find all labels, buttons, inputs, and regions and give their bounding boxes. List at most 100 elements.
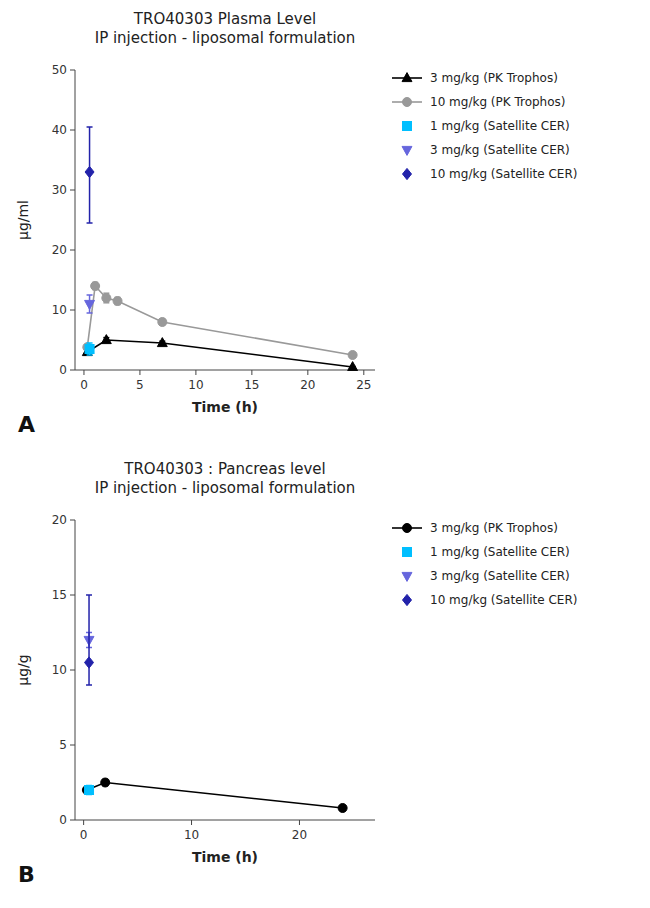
x-tick	[251, 370, 252, 375]
y-tick-label: 10	[52, 663, 67, 677]
x-tick	[83, 820, 84, 825]
legend-marker	[402, 146, 412, 155]
y-tick-label: 20	[52, 513, 67, 527]
error-bar-cap	[87, 222, 93, 224]
point	[85, 166, 94, 177]
title-line: IP injection - liposomal formulation	[95, 29, 356, 47]
y-tick	[70, 520, 75, 521]
legend-label: 10 mg/kg (PK Trophos)	[430, 95, 566, 109]
series-line	[87, 286, 352, 355]
legend: 3 mg/kg (PK Trophos) 10 mg/kg (PK Trophos…	[392, 71, 577, 181]
series	[82, 335, 357, 371]
y-tick-label: 20	[52, 243, 67, 257]
legend-label: 3 mg/kg (PK Trophos)	[430, 71, 558, 85]
y-tick-label: 0	[59, 363, 67, 377]
x-tick	[139, 370, 140, 375]
point	[348, 362, 358, 371]
series	[85, 343, 94, 355]
point	[348, 351, 357, 360]
error-bar-stem	[88, 595, 90, 685]
panel-label: B	[18, 862, 35, 887]
legend-label: 10 mg/kg (Satellite CER)	[430, 167, 577, 181]
x-tick	[363, 370, 364, 375]
series	[83, 282, 357, 360]
legend: 3 mg/kg (PK Trophos)1 mg/kg (Satellite C…	[392, 521, 577, 607]
y-tick	[70, 190, 75, 191]
legend-label: 3 mg/kg (Satellite CER)	[430, 569, 570, 583]
y-tick-label: 15	[52, 588, 67, 602]
x-tick	[307, 370, 308, 375]
x-tick-label: 10	[188, 378, 203, 392]
y-tick-label: 10	[52, 303, 67, 317]
error-bar-cap	[87, 294, 93, 296]
marks	[82, 595, 347, 813]
title: TRO40303 Plasma LevelIP injection - lipo…	[95, 10, 356, 47]
legend-label: 1 mg/kg (Satellite CER)	[430, 119, 570, 133]
series	[85, 295, 95, 313]
y-tick	[70, 820, 75, 821]
point	[338, 804, 347, 813]
panel: TRO40303 Plasma LevelIP injection - lipo…	[15, 10, 577, 437]
x-tick-label: 0	[80, 828, 88, 842]
point	[158, 318, 167, 327]
series	[85, 786, 94, 795]
figure: TRO40303 Plasma LevelIP injection - lipo…	[0, 0, 650, 908]
title-line: TRO40303 Plasma Level	[133, 10, 316, 28]
x-tick-label: 20	[300, 378, 315, 392]
title: TRO40303 : Pancreas levelIP injection - …	[95, 460, 356, 497]
y-tick	[70, 70, 75, 71]
error-bar-cap	[87, 312, 93, 314]
marks	[82, 127, 357, 371]
point	[102, 294, 111, 303]
title-line: TRO40303 : Pancreas level	[123, 460, 326, 478]
series	[85, 595, 94, 685]
x-axis-line	[75, 370, 375, 371]
series-line	[87, 783, 343, 809]
x-tick	[195, 370, 196, 375]
error-bar	[86, 595, 92, 685]
x-axis-label: Time (h)	[192, 849, 258, 865]
x-axis-line	[75, 820, 375, 821]
legend-label: 3 mg/kg (PK Trophos)	[430, 521, 558, 535]
title-line: IP injection - liposomal formulation	[95, 479, 356, 497]
error-bar-cap	[87, 126, 93, 128]
error-bar-cap	[86, 684, 92, 686]
legend-marker	[403, 548, 412, 557]
y-tick-label: 40	[52, 123, 67, 137]
x-tick	[83, 370, 84, 375]
legend-marker	[403, 524, 412, 533]
y-tick	[70, 250, 75, 251]
error-bar-cap	[87, 354, 93, 356]
panel-label: A	[18, 412, 35, 437]
point	[91, 282, 100, 291]
point	[101, 778, 110, 787]
y-axis-line	[75, 70, 76, 370]
x-tick	[299, 820, 300, 825]
page: {"chart_data": [ {"type": "line", "title…	[0, 0, 650, 908]
y-tick-label: 50	[52, 63, 67, 77]
legend-label: 3 mg/kg (Satellite CER)	[430, 143, 570, 157]
y-tick-label: 30	[52, 183, 67, 197]
x-tick-label: 15	[244, 378, 259, 392]
y-tick	[70, 670, 75, 671]
error-bar-cap	[87, 342, 93, 344]
legend-marker	[402, 572, 412, 581]
series-line	[87, 340, 352, 367]
x-tick-label: 5	[136, 378, 144, 392]
point	[85, 657, 94, 668]
panel: TRO40303 : Pancreas levelIP injection - …	[15, 460, 577, 887]
point	[101, 335, 111, 344]
series	[85, 127, 94, 223]
y-tick	[70, 310, 75, 311]
legend-marker	[403, 594, 412, 605]
point	[85, 300, 95, 309]
point	[113, 297, 122, 306]
legend-marker	[403, 98, 412, 107]
y-tick-label: 0	[59, 813, 67, 827]
y-axis-label: µg/ml	[15, 200, 31, 240]
y-axis-label: µg/g	[15, 654, 31, 685]
legend-label: 10 mg/kg (Satellite CER)	[430, 593, 577, 607]
x-tick-label: 20	[292, 828, 307, 842]
series	[82, 778, 347, 813]
x-tick-label: 0	[80, 378, 88, 392]
